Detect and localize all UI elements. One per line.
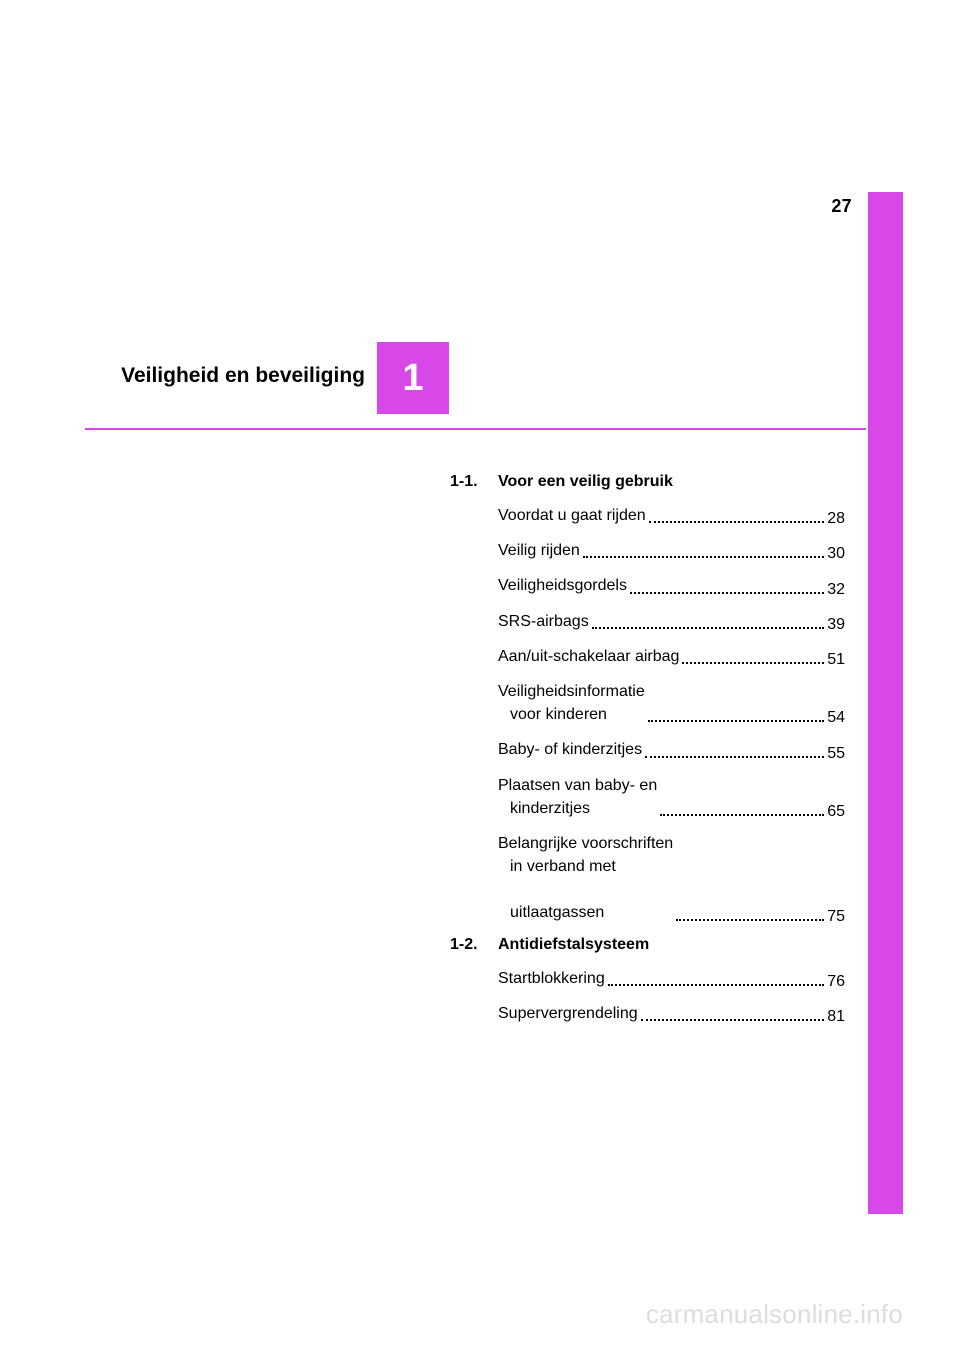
toc-entry-label: Aan/uit-schakelaar airbag (498, 645, 679, 668)
toc-entry: Supervergrendeling 81 (498, 1002, 845, 1025)
toc-leader-dots (648, 720, 824, 722)
toc-entry-page: 32 (827, 582, 845, 598)
toc-entry-page: 65 (827, 804, 845, 820)
toc-entry-page: 30 (827, 546, 845, 562)
chapter-color-bar (868, 192, 903, 1214)
toc-entry-label: Belangrijke voorschriftenin verband metu… (498, 832, 673, 925)
toc-entry-page: 75 (827, 909, 845, 925)
toc-leader-dots (641, 1019, 825, 1021)
toc-entry-label: SRS-airbags (498, 610, 589, 633)
chapter-horizontal-rule (85, 428, 866, 430)
toc-section-title: Antidiefstalsysteem (498, 937, 649, 953)
toc-leader-dots (608, 984, 824, 986)
toc-entry: Veiligheidsgordels 32 (498, 574, 845, 597)
toc-section: 1-1.Voor een veilig gebruik (450, 474, 845, 490)
toc-entries: Voordat u gaat rijden28Veilig rijden30Ve… (498, 504, 845, 925)
toc-entry: Baby- of kinderzitjes 55 (498, 738, 845, 761)
toc-entry: Veilig rijden 30 (498, 539, 845, 562)
toc-leader-dots (676, 919, 824, 921)
chapter-tab: 1 (377, 342, 449, 414)
toc-entry-page: 55 (827, 746, 845, 762)
toc-entry-label: Veiligheidsinformatievoor kinderen (498, 680, 645, 726)
toc-entry: Belangrijke voorschriftenin verband metu… (498, 832, 845, 925)
toc-section-number: 1-1. (450, 474, 498, 490)
toc-entry-page: 54 (827, 710, 845, 726)
watermark: carmanualsonline.info (646, 1299, 903, 1330)
toc-section-title: Voor een veilig gebruik (498, 474, 673, 490)
toc-entries: Startblokkering 76 Supervergrendeling 81 (498, 967, 845, 1025)
toc-leader-dots (592, 627, 825, 629)
toc-entry: Veiligheidsinformatievoor kinderen 54 (498, 680, 845, 726)
toc-leader-dots (583, 556, 824, 558)
toc-leader-dots (649, 521, 825, 523)
toc-leader-dots (682, 662, 824, 664)
toc-entry: Startblokkering 76 (498, 967, 845, 990)
toc-leader-dots (645, 756, 824, 758)
toc-entry-label: Baby- of kinderzitjes (498, 738, 642, 761)
toc-entry: Plaatsen van baby- enkinderzitjes 65 (498, 774, 845, 820)
toc-entry-label: Voordat u gaat rijden (498, 504, 646, 527)
toc-leader-dots (660, 814, 824, 816)
toc-entry: Voordat u gaat rijden 28 (498, 504, 845, 527)
toc-entry-label: Veilig rijden (498, 539, 580, 562)
toc-entry: SRS-airbags 39 (498, 610, 845, 633)
table-of-contents: 1-1.Voor een veilig gebruik Voordat u gaa… (450, 474, 845, 1037)
toc-entry-label: Plaatsen van baby- enkinderzitjes (498, 774, 657, 820)
page: 27 Veiligheid en beveiliging 1 1-1.Voor … (0, 0, 960, 1358)
page-number: 27 (831, 196, 852, 217)
toc-entry-label: Supervergrendeling (498, 1002, 638, 1025)
toc-entry-label: Veiligheidsgordels (498, 574, 627, 597)
chapter-title: Veiligheid en beveiliging (85, 364, 365, 388)
toc-section: 1-2.Antidiefstalsysteem (450, 937, 845, 953)
toc-entry-label: Startblokkering (498, 967, 605, 990)
toc-entry-page: 81 (827, 1009, 845, 1025)
toc-entry-page: 28 (827, 511, 845, 527)
toc-entry: Aan/uit-schakelaar airbag 51 (498, 645, 845, 668)
toc-section-number: 1-2. (450, 937, 498, 953)
toc-entry-page: 51 (827, 652, 845, 668)
chapter-number: 1 (402, 357, 423, 400)
toc-entry-page: 39 (827, 617, 845, 633)
toc-entry-page: 76 (827, 974, 845, 990)
toc-leader-dots (630, 592, 824, 594)
